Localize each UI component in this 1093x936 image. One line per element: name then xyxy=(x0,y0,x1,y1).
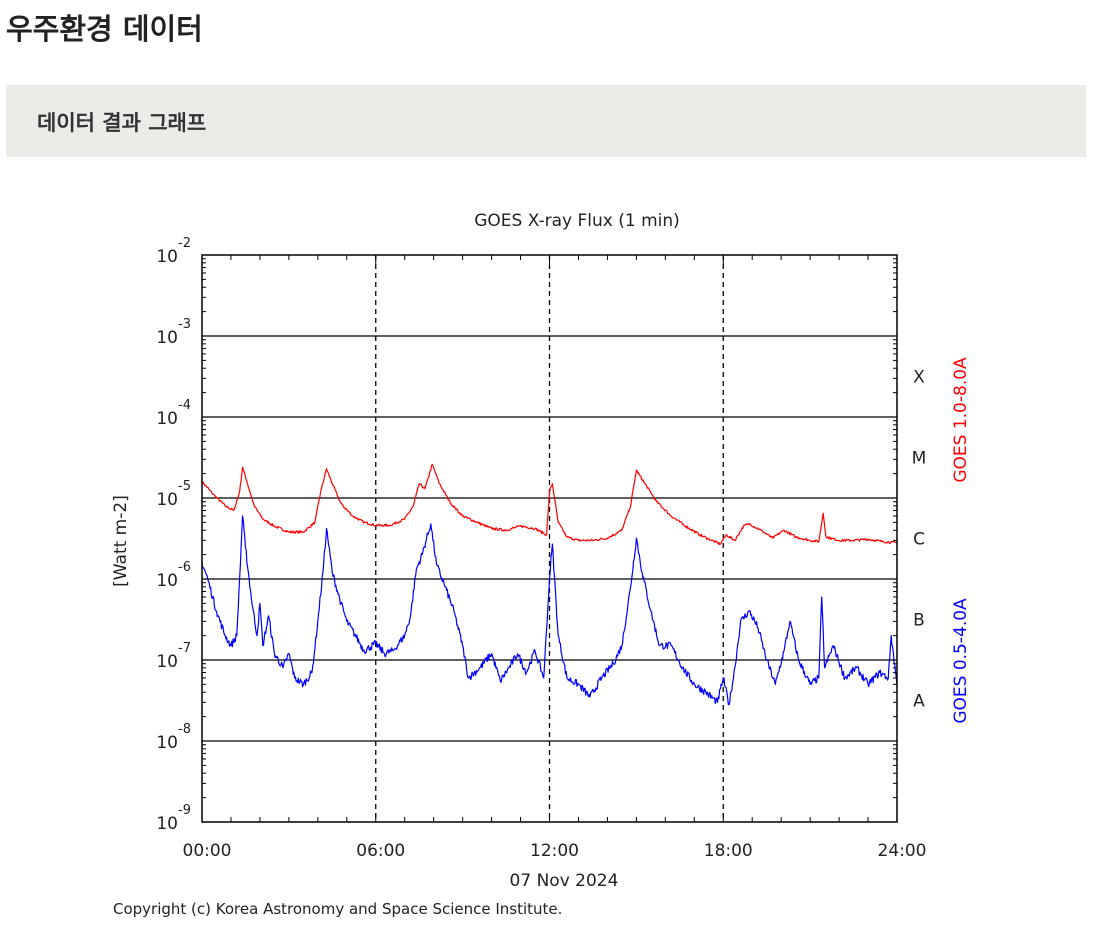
labels-layer: 10-210-310-410-510-610-710-810-900:00 06:… xyxy=(156,236,971,861)
x-tick-label: 12:00 xyxy=(530,841,579,861)
legend-series-short: GOES 0.5-4.0A xyxy=(951,598,971,724)
series-layer xyxy=(201,463,898,706)
grid-layer xyxy=(202,255,897,822)
y-tick-label: 10 xyxy=(156,247,178,267)
y-tick-label: 10 xyxy=(156,571,178,591)
flare-class-label: C xyxy=(913,530,925,550)
y-tick-label: 10 xyxy=(156,490,178,510)
flare-class-label: A xyxy=(913,692,925,712)
x-tick-label: 24:00 xyxy=(878,841,927,861)
flare-class-label: M xyxy=(912,449,927,469)
chart-svg: GOES X-ray Flux (1 min) 10-210-310-410-5… xyxy=(111,211,971,918)
y-tick-exponent: -7 xyxy=(178,641,191,656)
series-line-long xyxy=(201,463,898,546)
axes-layer xyxy=(201,254,898,823)
y-tick-label: 10 xyxy=(156,652,178,672)
flare-class-label: X xyxy=(913,368,925,388)
y-tick-exponent: -6 xyxy=(178,560,191,575)
legend-series-long: GOES 1.0-8.0A xyxy=(951,357,971,483)
section-header: 데이터 결과 그래프 xyxy=(6,85,1086,157)
y-tick-label: 10 xyxy=(156,733,178,753)
series-line-short xyxy=(201,515,898,706)
copyright-text: Copyright (c) Korea Astronomy and Space … xyxy=(113,900,562,918)
y-tick-exponent: -4 xyxy=(178,398,191,413)
y-tick-exponent: -3 xyxy=(178,317,191,332)
section-title: 데이터 결과 그래프 xyxy=(37,111,207,135)
flare-class-label: B xyxy=(913,611,925,631)
y-tick-exponent: -9 xyxy=(178,803,191,818)
x-tick-label: 18:00 xyxy=(704,841,753,861)
y-tick-exponent: -5 xyxy=(178,479,191,494)
x-tick-label: 06:00 xyxy=(356,841,405,861)
y-tick-label: 10 xyxy=(156,814,178,834)
chart-title: GOES X-ray Flux (1 min) xyxy=(474,211,680,231)
y-tick-exponent: -2 xyxy=(178,236,191,251)
y-tick-label: 10 xyxy=(156,328,178,348)
y-tick-label: 10 xyxy=(156,409,178,429)
x-axis-label: 07 Nov 2024 xyxy=(510,871,619,891)
y-tick-exponent: -8 xyxy=(178,722,191,737)
y-axis-label: [Watt m-2] xyxy=(111,495,131,587)
page-title: 우주환경 데이터 xyxy=(6,12,203,46)
x-tick-label: 00:00 xyxy=(183,841,232,861)
goes-xray-chart: GOES X-ray Flux (1 min) 10 -2 10 -3 10 -4 10 -5… xyxy=(0,200,1093,936)
